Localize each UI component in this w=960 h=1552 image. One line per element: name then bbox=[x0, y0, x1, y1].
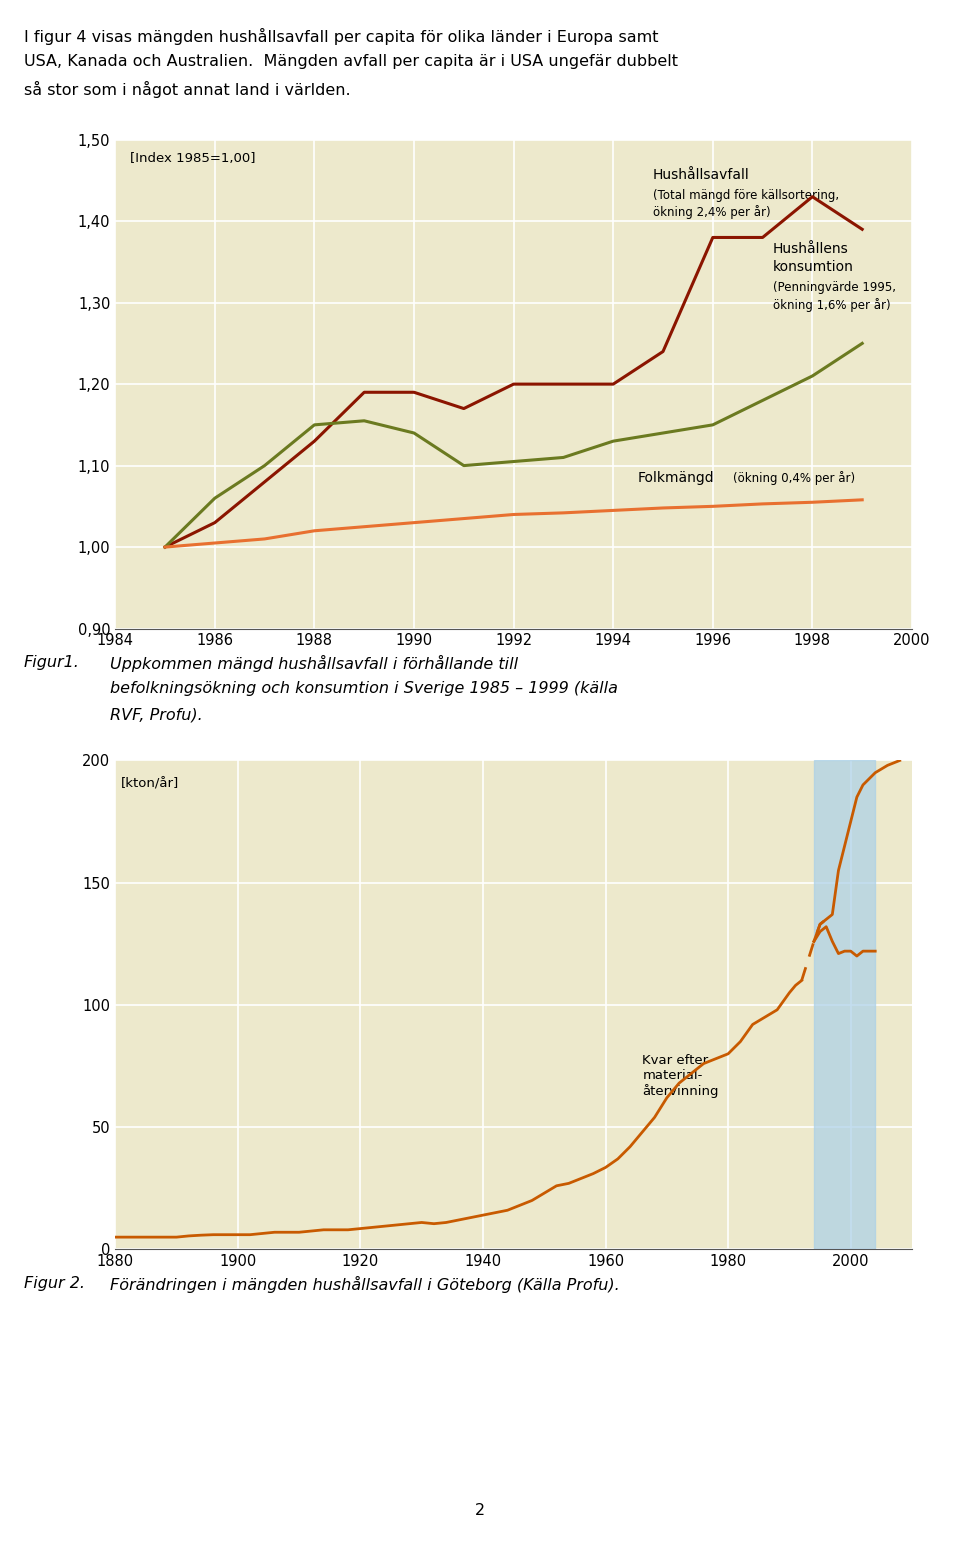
Text: ökning 2,4% per år): ökning 2,4% per år) bbox=[653, 205, 771, 219]
Text: (ökning 0,4% per år): (ökning 0,4% per år) bbox=[732, 470, 854, 484]
Text: I figur 4 visas mängden hushållsavfall per capita för olika länder i Europa samt: I figur 4 visas mängden hushållsavfall p… bbox=[24, 28, 659, 45]
Text: ökning 1,6% per år): ökning 1,6% per år) bbox=[773, 298, 890, 312]
Bar bbox=[814, 760, 876, 1249]
Text: Figur1.: Figur1. bbox=[24, 655, 80, 670]
Text: Hushållsavfall: Hushållsavfall bbox=[653, 168, 750, 182]
Text: Kvar efter
material-
återvinning: Kvar efter material- återvinning bbox=[642, 1054, 719, 1097]
Text: RVF, Profu).: RVF, Profu). bbox=[110, 708, 204, 723]
Text: Folkmängd: Folkmängd bbox=[638, 470, 715, 484]
Text: 2: 2 bbox=[475, 1502, 485, 1518]
Text: konsumtion: konsumtion bbox=[773, 261, 853, 275]
Text: Uppkommen mängd hushållsavfall i förhållande till: Uppkommen mängd hushållsavfall i förhåll… bbox=[110, 655, 518, 672]
Text: [kton/år]: [kton/år] bbox=[121, 778, 180, 790]
Text: Hushållens: Hushållens bbox=[773, 242, 849, 256]
Text: Figur 2.: Figur 2. bbox=[24, 1276, 85, 1291]
Text: (Penningvärde 1995,: (Penningvärde 1995, bbox=[773, 281, 896, 295]
Text: (Total mängd före källsortering,: (Total mängd före källsortering, bbox=[653, 188, 839, 202]
Text: [Index 1985=1,00]: [Index 1985=1,00] bbox=[131, 152, 255, 165]
Text: Förändringen i mängden hushållsavfall i Göteborg (Källa Profu).: Förändringen i mängden hushållsavfall i … bbox=[110, 1276, 620, 1293]
Text: befolkningsökning och konsumtion i Sverige 1985 – 1999 (källa: befolkningsökning och konsumtion i Sveri… bbox=[110, 681, 618, 697]
Text: USA, Kanada och Australien.  Mängden avfall per capita är i USA ungefär dubbelt: USA, Kanada och Australien. Mängden avfa… bbox=[24, 54, 678, 70]
Text: så stor som i något annat land i världen.: så stor som i något annat land i världen… bbox=[24, 81, 350, 98]
